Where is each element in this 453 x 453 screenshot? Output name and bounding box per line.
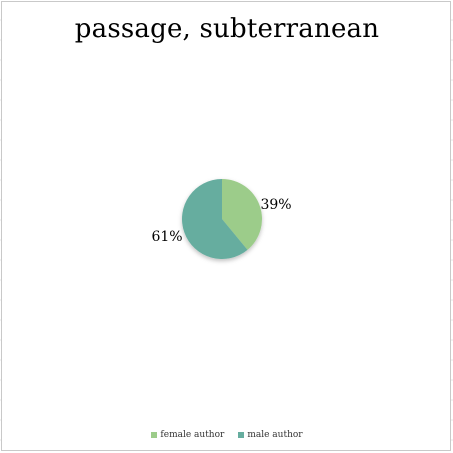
legend-swatch xyxy=(151,432,158,438)
legend-item: female author xyxy=(151,430,224,440)
legend-swatch xyxy=(238,432,245,438)
slice-data-label: 61% xyxy=(151,229,182,245)
chart-legend: female author male author xyxy=(2,430,452,440)
slice-data-label: 39% xyxy=(260,197,291,213)
legend-label: female author xyxy=(160,430,225,440)
legend-item: male author xyxy=(238,430,303,440)
chart-title: passage, subterranean xyxy=(74,14,380,44)
pie-slice-male-author xyxy=(182,179,248,260)
pie-slice-female-author xyxy=(222,179,262,250)
legend-label: male author xyxy=(247,430,303,440)
